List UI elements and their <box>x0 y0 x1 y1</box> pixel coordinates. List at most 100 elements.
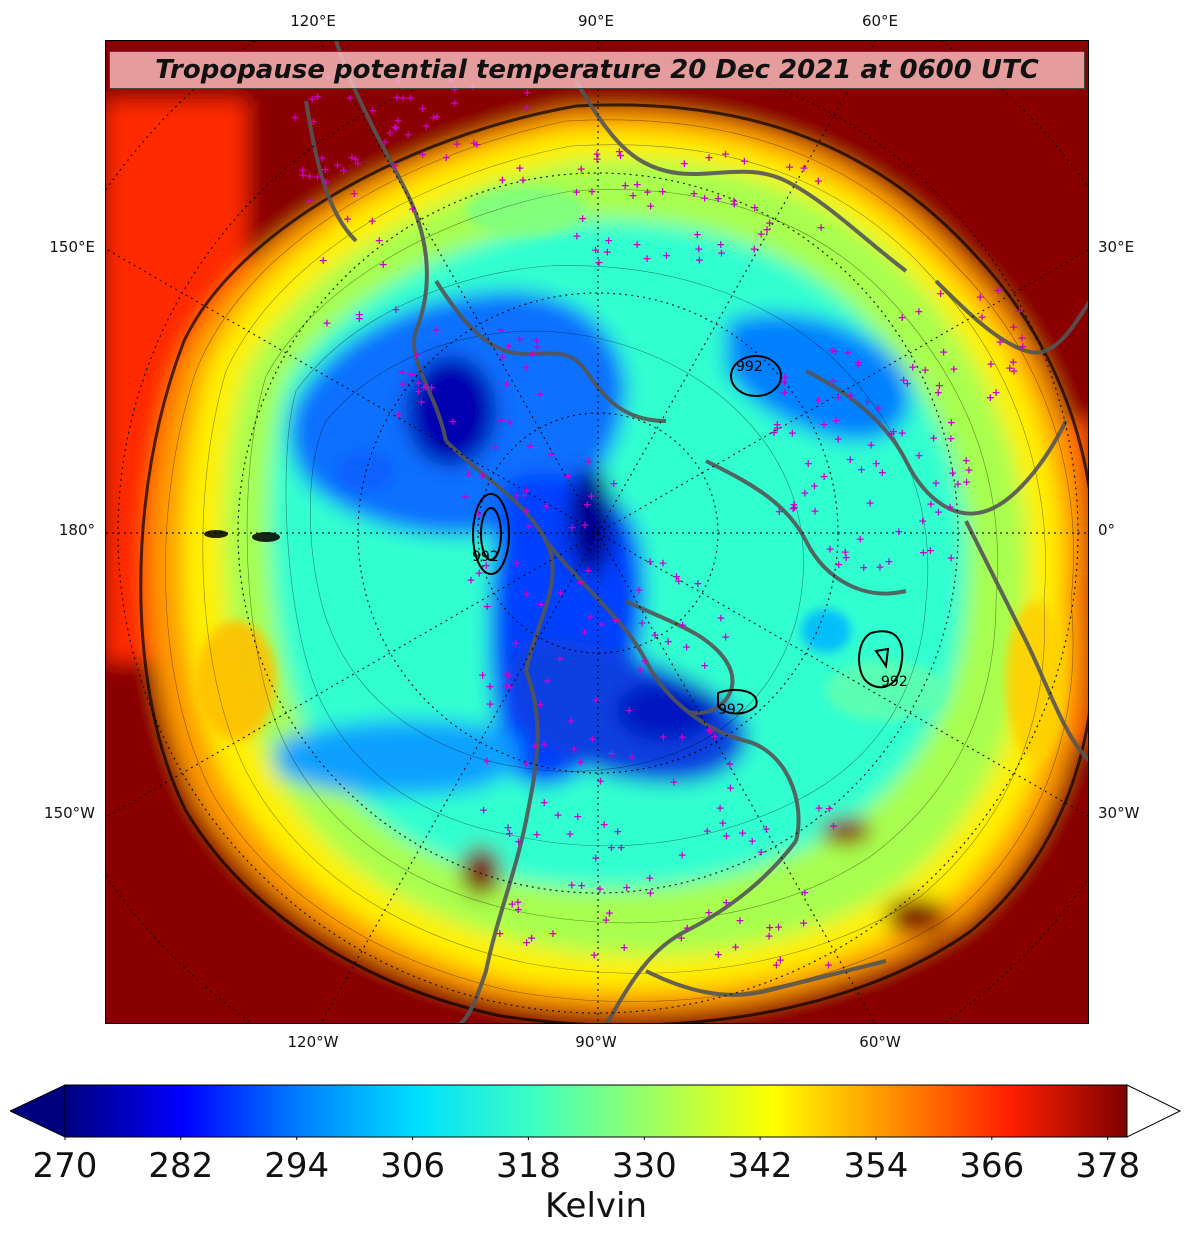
station-marker: + <box>548 927 557 940</box>
station-marker: + <box>1009 365 1018 378</box>
station-marker: + <box>810 480 819 493</box>
station-marker: + <box>659 731 668 744</box>
station-marker: + <box>547 447 556 460</box>
station-marker: + <box>704 906 713 919</box>
station-marker: + <box>780 376 789 389</box>
station-marker: + <box>748 834 757 847</box>
station-marker: + <box>829 819 838 832</box>
station-marker: + <box>633 238 642 251</box>
station-marker: + <box>810 505 819 518</box>
station-marker: + <box>502 680 511 693</box>
station-marker: + <box>511 636 520 649</box>
station-marker: + <box>716 801 725 814</box>
station-marker: + <box>921 364 930 377</box>
tropopause-edge-contour <box>139 103 1088 1023</box>
station-marker: + <box>637 616 646 629</box>
coastlines <box>304 41 1088 1023</box>
station-marker: + <box>827 344 836 357</box>
station-marker: + <box>643 252 652 265</box>
station-marker: + <box>986 358 995 371</box>
station-marker: + <box>322 175 331 188</box>
station-marker: + <box>918 514 927 527</box>
station-marker: + <box>596 775 605 788</box>
station-marker: + <box>824 958 833 971</box>
station-marker: + <box>414 385 423 398</box>
station-marker: + <box>819 470 828 483</box>
station-marker: + <box>829 375 838 388</box>
station-marker: + <box>834 558 843 571</box>
lon-label-top: 90°E <box>577 12 615 30</box>
station-marker: + <box>595 883 604 896</box>
station-marker: + <box>385 127 394 140</box>
station-marker: + <box>566 714 575 727</box>
station-marker: + <box>525 439 534 452</box>
station-marker: + <box>774 921 783 934</box>
station-marker: + <box>731 941 740 954</box>
station-marker: + <box>722 896 731 909</box>
station-marker: + <box>991 386 1000 399</box>
colorbar-tick-label: 342 <box>727 1146 793 1186</box>
station-marker: + <box>931 477 940 490</box>
station-marker: + <box>929 431 938 444</box>
station-marker: + <box>887 428 896 441</box>
station-marker: + <box>762 822 771 835</box>
station-marker: + <box>765 217 774 230</box>
station-marker: + <box>678 618 687 631</box>
station-marker: + <box>565 828 574 841</box>
side-label-left: 150°W <box>44 804 95 822</box>
station-marker: + <box>866 438 875 451</box>
station-marker: + <box>593 153 602 166</box>
station-marker: + <box>635 663 644 676</box>
station-marker: + <box>604 234 613 247</box>
station-marker: + <box>799 161 808 174</box>
station-marker: + <box>935 379 944 392</box>
station-marker: + <box>461 490 470 503</box>
station-marker: + <box>539 738 548 751</box>
station-marker: + <box>497 414 506 427</box>
station-marker: + <box>834 432 843 445</box>
station-marker: + <box>530 739 539 752</box>
station-marker: + <box>613 825 622 838</box>
station-marker: + <box>406 91 415 104</box>
temperature-detail <box>196 186 1066 761</box>
station-marker: + <box>693 228 702 241</box>
contour-label: 992 <box>736 359 763 375</box>
station-marker: + <box>525 519 534 532</box>
station-marker: + <box>469 137 478 150</box>
station-marker: + <box>339 164 348 177</box>
station-marker: + <box>800 486 809 499</box>
station-marker: + <box>527 932 536 945</box>
station-marker: + <box>609 477 618 490</box>
station-marker: + <box>825 802 834 815</box>
station-marker: + <box>519 489 528 502</box>
observation-station-markers: + + + + + + + + + + + + + + + + + + + + + + + + + + + + + + + + + + + + + + + +… <box>290 71 1027 972</box>
station-marker: + <box>333 159 342 172</box>
station-marker: + <box>977 311 986 324</box>
lon-label-bottom: 90°W <box>575 1033 617 1051</box>
station-marker: + <box>483 600 492 613</box>
station-marker: + <box>926 498 935 511</box>
station-marker: + <box>658 557 667 570</box>
station-marker: + <box>584 564 593 577</box>
station-marker: + <box>831 345 840 358</box>
station-marker: + <box>735 914 744 927</box>
station-marker: + <box>765 921 774 934</box>
station-marker: + <box>482 559 491 572</box>
station-marker: + <box>710 730 719 743</box>
station-marker: + <box>505 680 514 693</box>
station-marker: + <box>799 916 808 929</box>
station-marker: + <box>788 426 797 439</box>
station-marker: + <box>515 332 524 345</box>
station-marker: + <box>729 194 738 207</box>
station-marker: + <box>464 467 473 480</box>
station-marker: + <box>478 668 487 681</box>
station-marker: + <box>740 155 749 168</box>
station-marker: + <box>518 174 527 187</box>
station-marker: + <box>757 228 766 241</box>
contour-label: 992 <box>881 674 908 690</box>
station-marker: + <box>421 120 430 133</box>
colorbar-tick-label: 270 <box>32 1146 98 1186</box>
station-marker: + <box>627 750 636 763</box>
station-marker: + <box>700 191 709 204</box>
station-marker: + <box>762 223 771 236</box>
